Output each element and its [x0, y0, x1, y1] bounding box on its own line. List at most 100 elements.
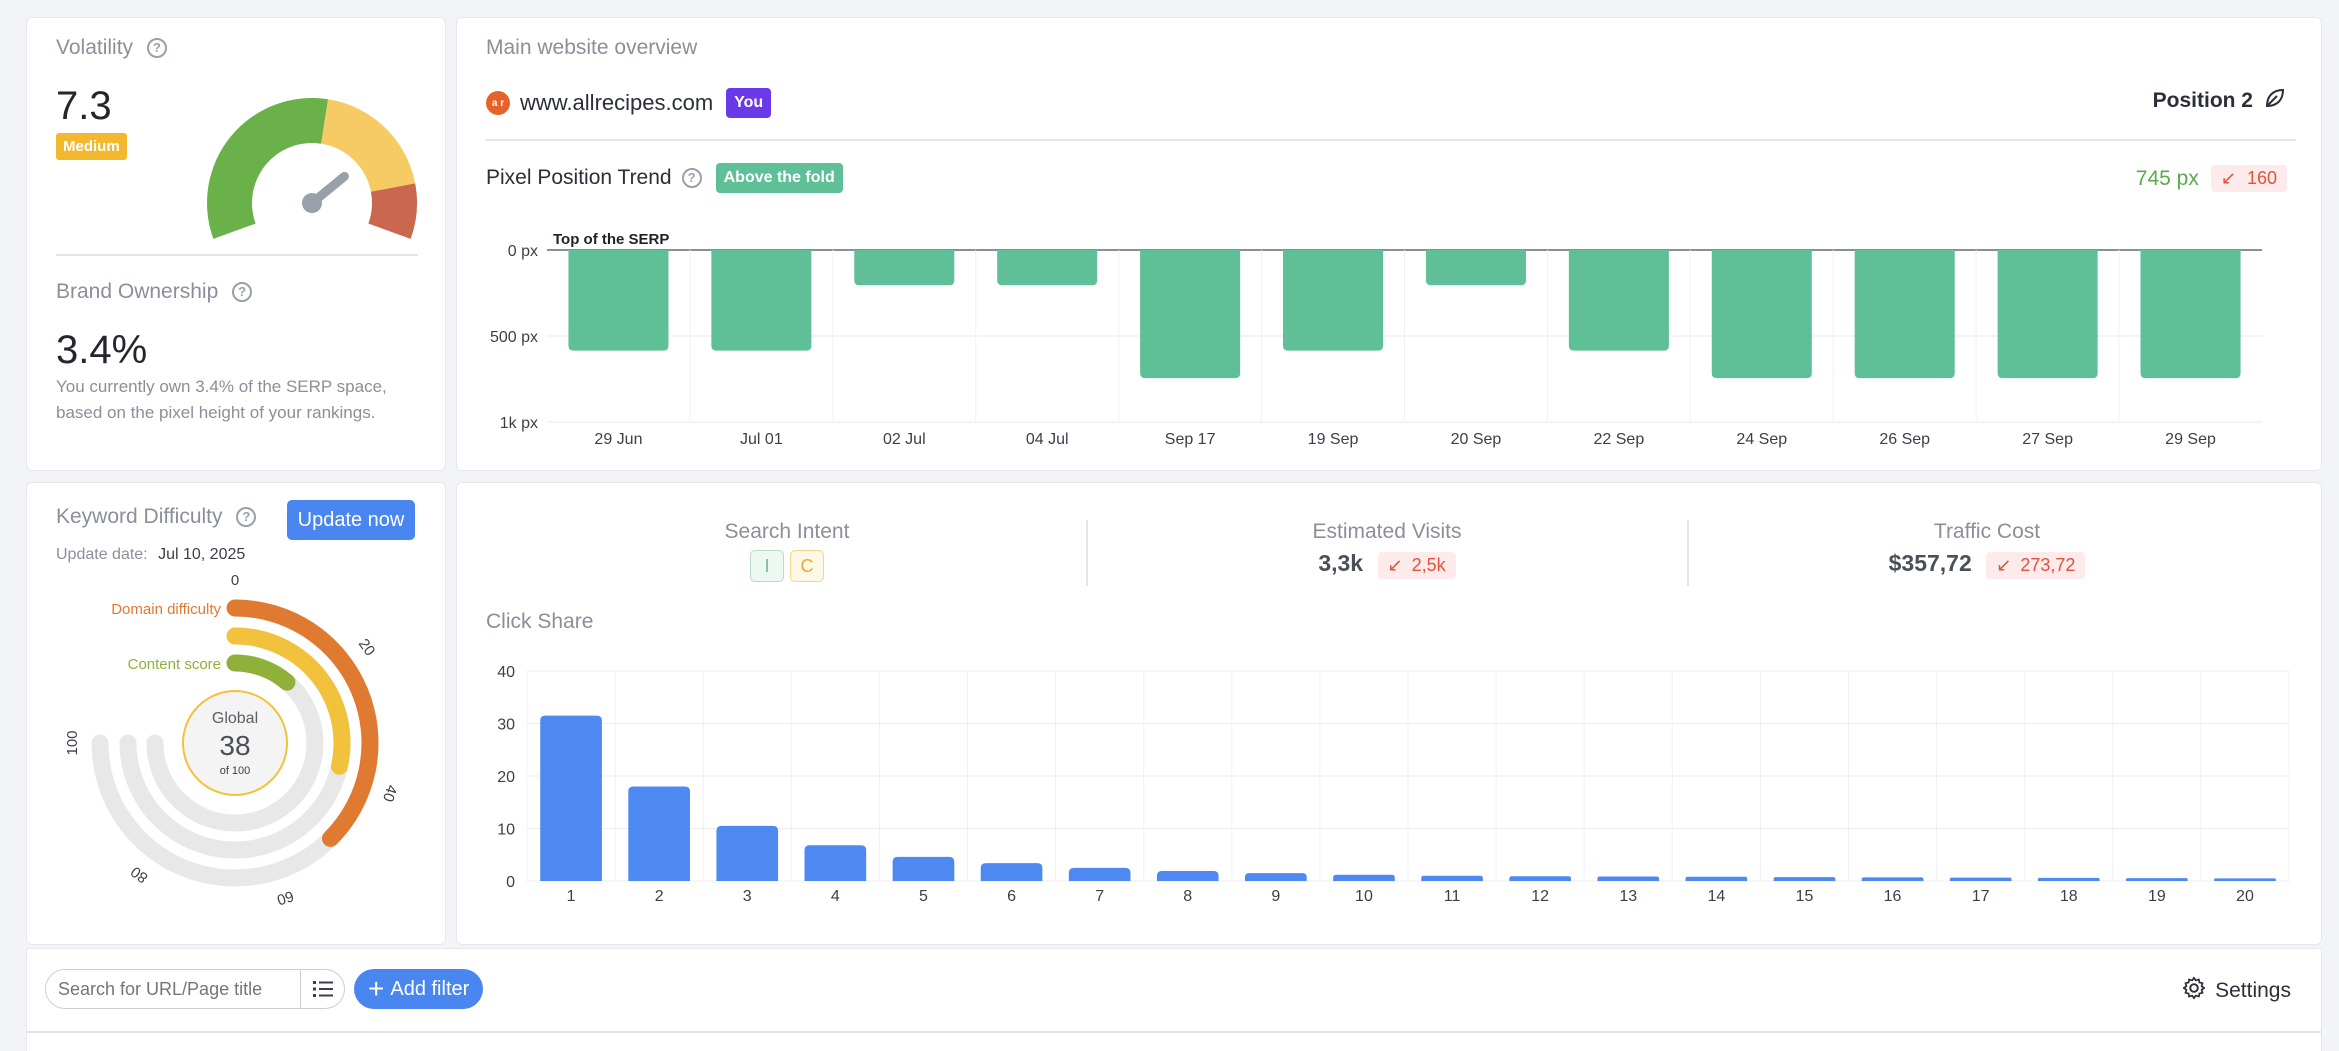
- pixel-bar[interactable]: [1711, 250, 1812, 379]
- overview-card: Main website overview a r www.allrecipes…: [456, 17, 2322, 471]
- click-share-bar[interactable]: [1685, 876, 1748, 881]
- volatility-title: Volatility: [56, 36, 134, 59]
- table-toolbar: + Add filter Settings: [26, 948, 2322, 1051]
- pixel-bar[interactable]: [1283, 250, 1384, 351]
- click-share-bar[interactable]: [1509, 876, 1571, 881]
- y-tick-label: 500 px: [490, 329, 538, 346]
- x-tick-label: 10: [1355, 888, 1373, 905]
- add-filter-button[interactable]: + Add filter: [354, 969, 484, 1009]
- x-tick-label: 1: [567, 888, 576, 905]
- global-score-ring: [226, 627, 351, 775]
- pixel-bar[interactable]: [854, 250, 955, 286]
- site-domain[interactable]: www.allrecipes.com: [520, 90, 714, 115]
- pixel-change-value: 160: [2246, 168, 2277, 188]
- update-now-button[interactable]: Update now: [287, 500, 415, 540]
- visits-change-badge: ↙ 2,5k: [1377, 552, 1456, 579]
- cost-value: $357,72: [1888, 550, 1972, 576]
- search-intent-label: Search Intent: [724, 520, 850, 543]
- click-share-bar[interactable]: [540, 715, 602, 881]
- intent-tag-commercial: C: [790, 550, 824, 582]
- plus-icon: +: [368, 973, 385, 1004]
- click-share-bar[interactable]: [2037, 877, 2100, 881]
- volatility-level-badge: Medium: [56, 133, 127, 160]
- scale-tick-label: 100: [64, 730, 81, 755]
- click-share-bar[interactable]: [1068, 867, 1131, 881]
- brand-title: Brand Ownership: [56, 280, 219, 303]
- pixel-bar[interactable]: [1854, 250, 1955, 379]
- click-share-bar[interactable]: [1245, 873, 1307, 881]
- click-share-bar[interactable]: [804, 845, 867, 881]
- x-tick-label: 11: [1444, 888, 1461, 905]
- pixel-bar[interactable]: [568, 250, 669, 351]
- click-share-bar[interactable]: [892, 856, 955, 881]
- x-tick-label: 13: [1619, 888, 1637, 905]
- click-share-bar[interactable]: [1597, 876, 1660, 881]
- list-icon[interactable]: [300, 970, 344, 1008]
- update-date-label: Update date:: [56, 546, 148, 563]
- help-icon[interactable]: ?: [236, 507, 257, 528]
- click-share-bar[interactable]: [1333, 874, 1395, 881]
- click-share-bar[interactable]: [628, 786, 690, 882]
- brand-description-line: You currently own 3.4% of the SERP space…: [56, 377, 387, 396]
- pixel-bar[interactable]: [997, 250, 1098, 286]
- visits-change-value: 2,5k: [1411, 555, 1446, 575]
- click-share-bar[interactable]: [2214, 878, 2276, 881]
- cost-change-badge: ↙ 273,72: [1986, 552, 2086, 579]
- y-tick-label: 1k px: [500, 415, 538, 432]
- click-share-bar[interactable]: [716, 825, 779, 881]
- you-badge: You: [726, 88, 772, 118]
- settings-label: Settings: [2215, 978, 2291, 1002]
- x-tick-label: 17: [1972, 888, 1990, 905]
- global-score-value: 38: [219, 730, 250, 761]
- scale-tick-label: 40: [379, 783, 400, 804]
- search-intent-block: Search Intent I C: [487, 520, 1087, 582]
- position-indicator: Position 2: [2153, 86, 2287, 115]
- click-share-bar[interactable]: [1773, 877, 1836, 881]
- gear-icon: [2181, 975, 2207, 1006]
- click-share-title: Click Share: [486, 610, 594, 633]
- search-box: [45, 969, 345, 1009]
- x-tick-label: 19 Sep: [1308, 431, 1359, 448]
- divider: [27, 1031, 2321, 1033]
- x-tick-label: 8: [1183, 888, 1192, 905]
- click-share-bar[interactable]: [1421, 875, 1483, 881]
- x-tick-label: 3: [743, 888, 752, 905]
- click-share-bar[interactable]: [1949, 877, 2012, 881]
- visits-value: 3,3k: [1318, 550, 1364, 576]
- pixel-bar[interactable]: [1140, 250, 1241, 379]
- fold-badge: Above the fold: [715, 163, 843, 193]
- keyword-difficulty-radial-chart: Domain difficulty Content score 0 20 40 60 80 1…: [64, 573, 400, 908]
- pixel-bar[interactable]: [1997, 250, 2098, 379]
- click-share-bar[interactable]: [1156, 871, 1219, 881]
- domain-difficulty-label: Domain difficulty: [111, 601, 221, 618]
- scale-tick-label: 0: [231, 573, 239, 589]
- help-icon[interactable]: ?: [232, 282, 253, 303]
- settings-button[interactable]: Settings: [2181, 975, 2291, 1006]
- help-icon[interactable]: ?: [146, 38, 167, 59]
- divider: [1687, 520, 1689, 586]
- pixel-bar[interactable]: [1568, 250, 1669, 351]
- pixel-bar[interactable]: [711, 250, 812, 351]
- x-tick-label: 26 Sep: [1879, 431, 1930, 448]
- x-tick-label: 20: [2236, 888, 2254, 905]
- click-share-bar[interactable]: [2126, 878, 2188, 881]
- pixel-bar[interactable]: [2140, 250, 2241, 379]
- overview-title: Main website overview: [486, 36, 698, 59]
- x-tick-label: 24 Sep: [1736, 431, 1787, 448]
- search-input[interactable]: [46, 970, 301, 1008]
- click-share-bar[interactable]: [1861, 877, 1924, 881]
- global-of-label: of 100: [220, 765, 251, 777]
- pixel-bar[interactable]: [1425, 250, 1526, 286]
- brand-value: 3.4%: [56, 328, 148, 372]
- volatility-title-row: Volatility ?: [56, 36, 167, 60]
- x-tick-label: 12: [1531, 888, 1549, 905]
- x-tick-label: 22 Sep: [1594, 431, 1645, 448]
- divider: [1086, 520, 1088, 586]
- brand-description-line: based on the pixel height of your rankin…: [56, 403, 376, 422]
- cost-label: Traffic Cost: [1933, 520, 2041, 543]
- click-share-bar[interactable]: [980, 863, 1043, 881]
- kd-title: Keyword Difficulty: [56, 505, 223, 528]
- help-icon[interactable]: ?: [681, 168, 702, 188]
- volatility-card: Volatility ? 7.3 Medium Brand Ownership …: [26, 17, 446, 471]
- kd-title-row: Keyword Difficulty ?: [56, 505, 257, 529]
